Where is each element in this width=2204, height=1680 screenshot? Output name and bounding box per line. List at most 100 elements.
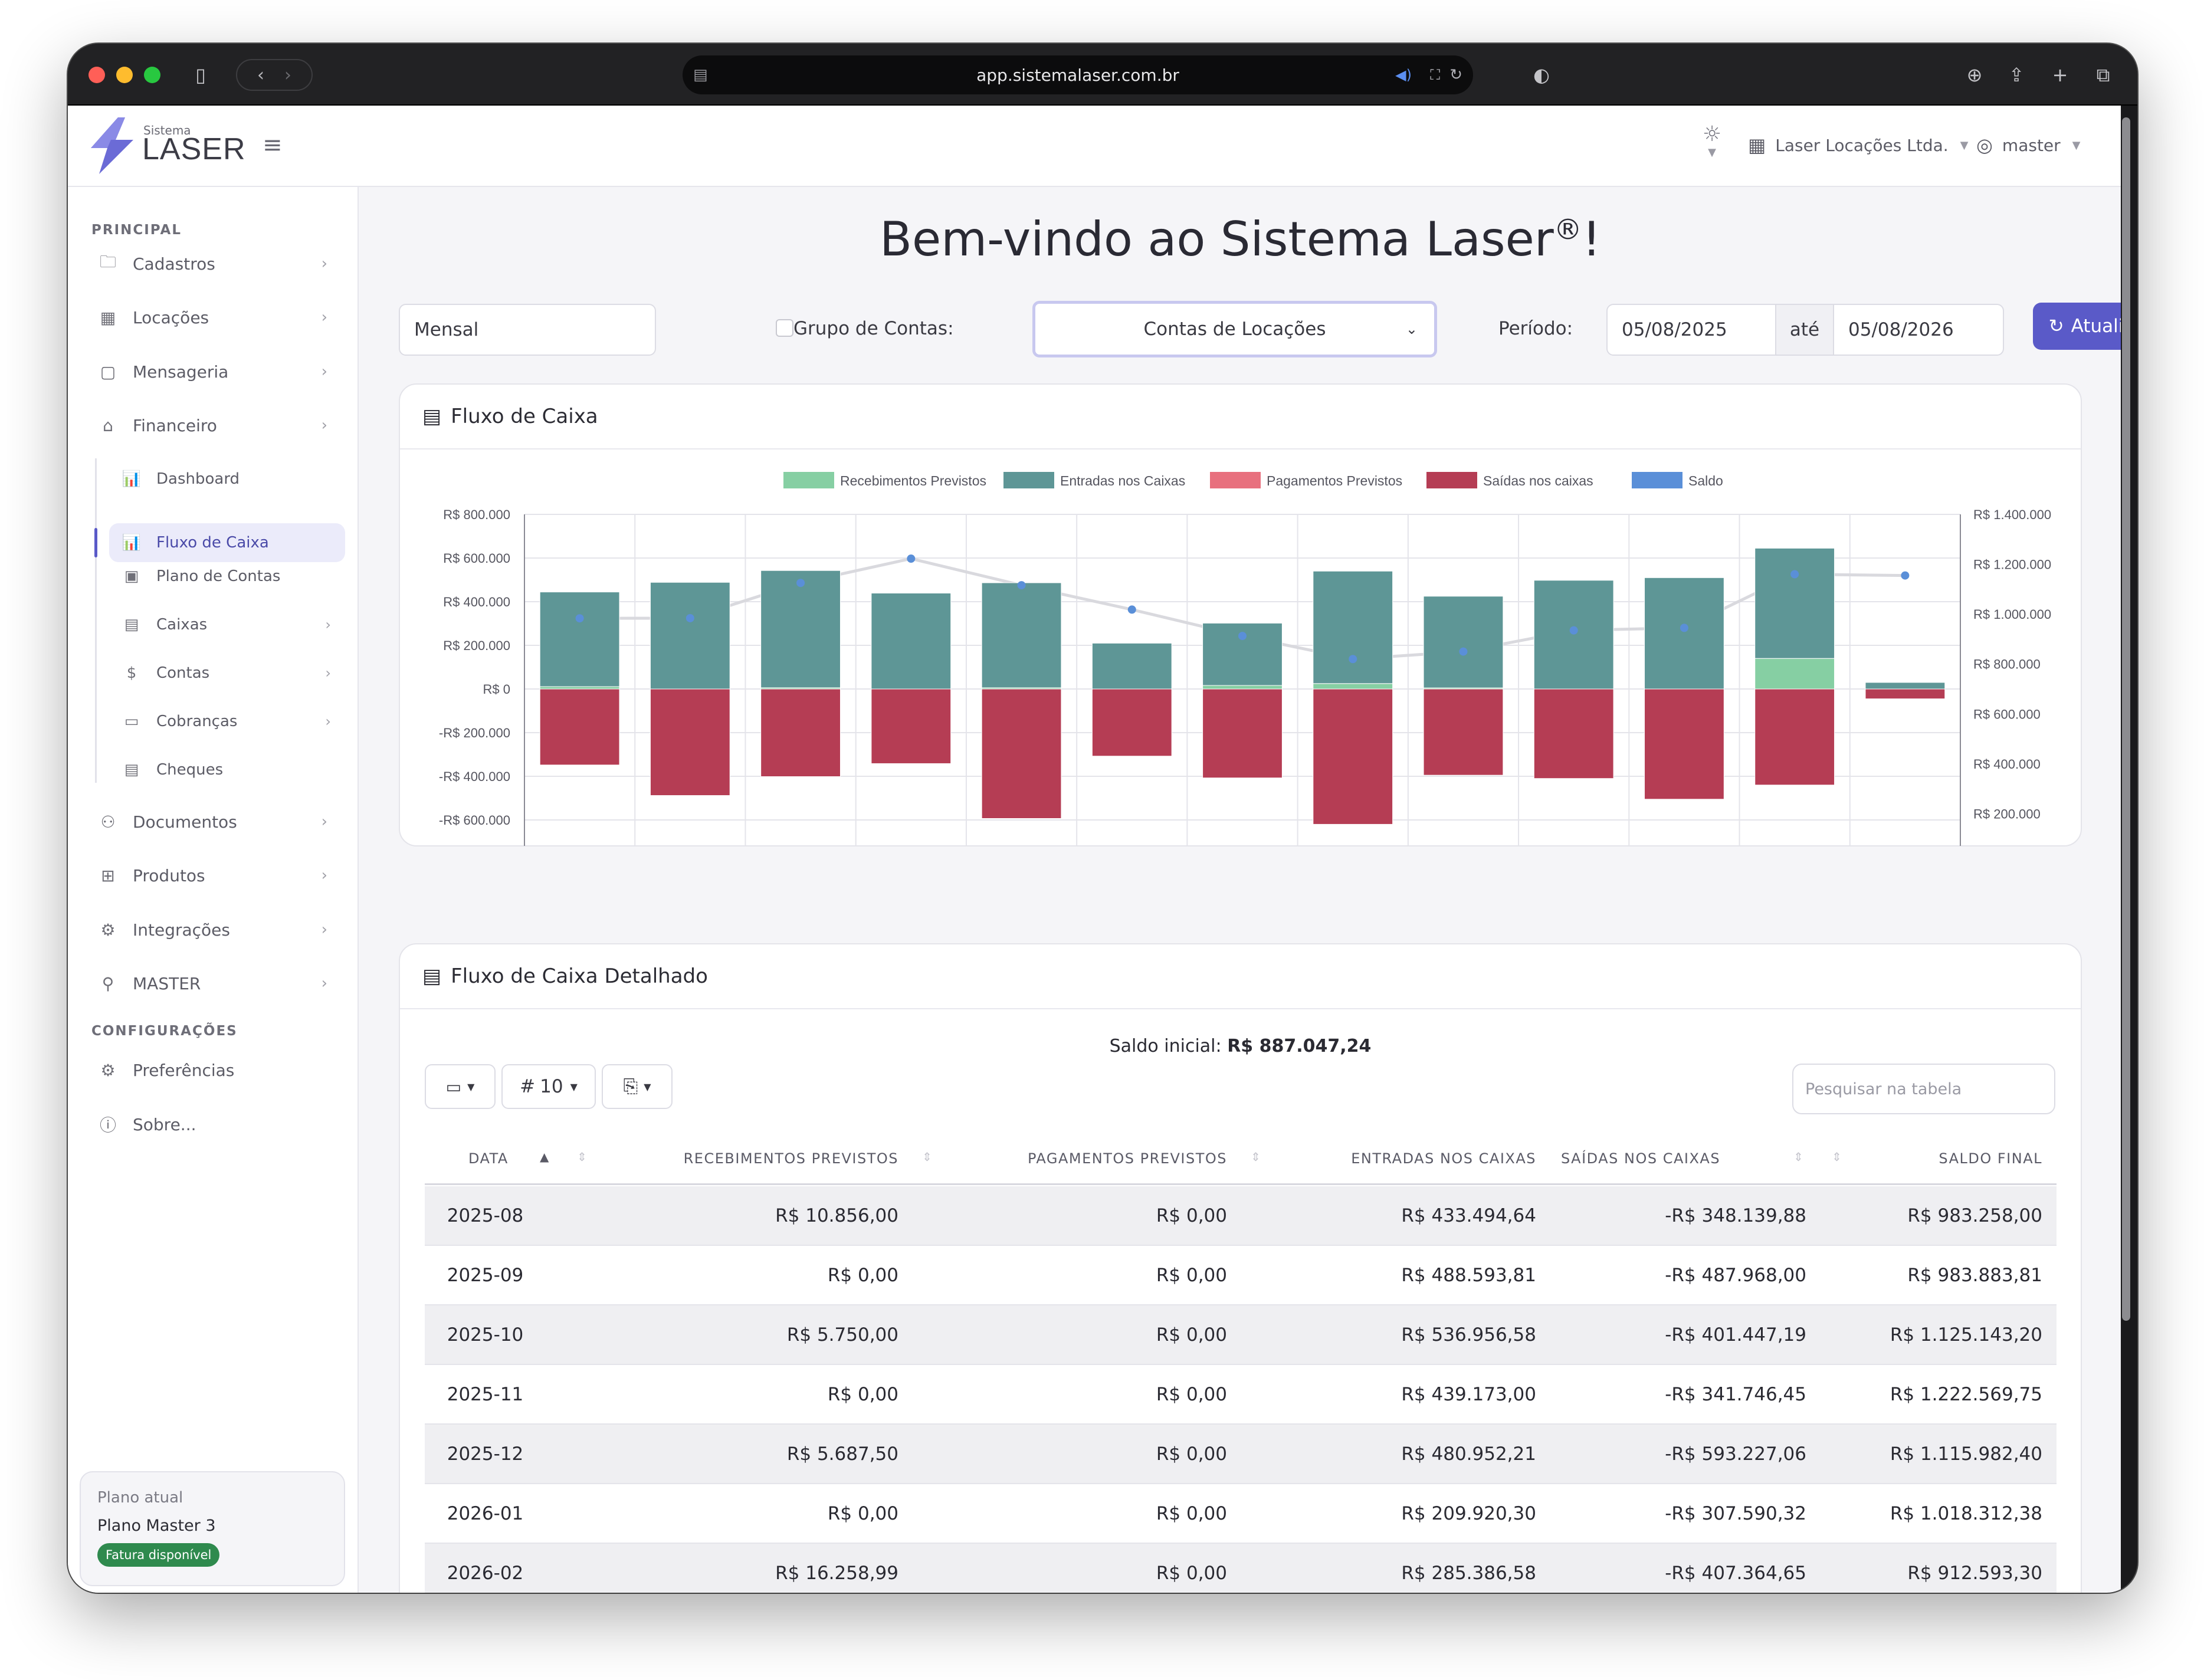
chart-card-title: Fluxo de Caixa bbox=[451, 405, 598, 428]
back-icon[interactable]: ‹ bbox=[257, 64, 264, 86]
table-card-header: ▤ Fluxo de Caixa Detalhado bbox=[400, 944, 2081, 1009]
close-window-button[interactable] bbox=[88, 67, 105, 83]
sidebar-item-mensageria[interactable]: ▢ Mensageria › bbox=[86, 349, 339, 394]
cell-saidas: -R$ 341.746,45 bbox=[1665, 1384, 1806, 1405]
theme-toggle-icon[interactable]: ☼ ▼ bbox=[1702, 122, 1722, 159]
date-from-input[interactable]: 05/08/2025 bbox=[1606, 304, 1776, 356]
sidebar-item-financeiro[interactable]: ⌂ Financeiro › bbox=[86, 403, 339, 448]
cell-recebimentos: R$ 10.856,00 bbox=[775, 1205, 898, 1226]
y-tick-label: R$ 600.000 bbox=[443, 551, 510, 566]
period-label: Período: bbox=[1498, 318, 1573, 339]
col-header-recebimentos[interactable]: RECEBIMENTOS PREVISTOS bbox=[683, 1150, 898, 1167]
menu-toggle-icon[interactable]: ≡ bbox=[263, 132, 283, 159]
page-scrollbar[interactable] bbox=[2122, 117, 2130, 1321]
page-size-select[interactable]: #10 ▼ bbox=[501, 1064, 596, 1109]
search-placeholder: Pesquisar na tabela bbox=[1805, 1079, 1962, 1098]
sort-icon[interactable]: ⇕ bbox=[1251, 1150, 1261, 1164]
cell-entradas: R$ 439.173,00 bbox=[1401, 1384, 1536, 1405]
sort-icon[interactable]: ⇕ bbox=[577, 1150, 587, 1164]
bar-entradas-nos-caixas bbox=[650, 582, 730, 690]
sidebar-item-master[interactable]: ⚲ MASTER › bbox=[86, 961, 339, 1006]
shield-icon[interactable]: ◐ bbox=[1533, 64, 1550, 86]
sort-asc-icon[interactable]: ▲ bbox=[540, 1150, 549, 1164]
new-tab-icon[interactable]: + bbox=[2052, 64, 2068, 86]
col-header-data[interactable]: DATA bbox=[468, 1150, 509, 1167]
col-header-entradas[interactable]: ENTRADAS NOS CAIXAS bbox=[1351, 1150, 1536, 1167]
cell-saidas: -R$ 401.447,19 bbox=[1665, 1324, 1806, 1346]
table-search-input[interactable]: Pesquisar na tabela bbox=[1792, 1064, 2055, 1114]
forward-icon[interactable]: › bbox=[284, 64, 291, 86]
sort-icon[interactable]: ⇕ bbox=[1832, 1150, 1842, 1164]
sidebar-subitem-plano-de-contas[interactable]: ▣ Plano de Contas bbox=[109, 557, 345, 596]
bar-saídas-nos-caixas bbox=[871, 688, 952, 764]
group-checkbox[interactable] bbox=[776, 319, 793, 337]
user-menu[interactable]: ◎ master ▼ bbox=[1976, 129, 2081, 161]
table-row[interactable]: 2025-08 R$ 10.856,00 R$ 0,00 R$ 433.494,64 -… bbox=[425, 1186, 2057, 1246]
sidebar-toggle-icon[interactable]: ▯ bbox=[195, 64, 206, 86]
table-row[interactable]: 2025-10 R$ 5.750,00 R$ 0,00 R$ 536.956,58 -R… bbox=[425, 1305, 2057, 1365]
info-icon: ⓘ bbox=[99, 1115, 116, 1135]
refresh-button[interactable]: ↻ Atualizar bbox=[2033, 303, 2121, 350]
plan-card: Plano atual Plano Master 3 Fatura dispon… bbox=[80, 1471, 345, 1586]
saldo-point bbox=[1459, 647, 1468, 656]
minimize-window-button[interactable] bbox=[116, 67, 133, 83]
audio-icon[interactable]: ◀) bbox=[1395, 67, 1412, 83]
sidebar-item-sobre[interactable]: ⓘ Sobre... bbox=[86, 1102, 339, 1147]
cell-date: 2025-08 bbox=[447, 1205, 524, 1226]
sidebar-item-preferencias[interactable]: ⚙ Preferências bbox=[86, 1048, 339, 1092]
sidebar-subitem-fluxo-de-caixa[interactable]: 📊 Fluxo de Caixa bbox=[109, 523, 345, 562]
y-tick-label: R$ 800.000 bbox=[443, 507, 510, 522]
col-header-saldo-final[interactable]: SALDO FINAL bbox=[1939, 1150, 2042, 1167]
sort-icon[interactable]: ⇕ bbox=[922, 1150, 932, 1164]
col-header-pagamentos[interactable]: PAGAMENTOS PREVISTOS bbox=[1027, 1150, 1227, 1167]
cheque-icon: ▤ bbox=[124, 761, 139, 779]
cell-pagamentos: R$ 0,00 bbox=[1156, 1324, 1227, 1346]
y2-tick-label: R$ 1.400.000 bbox=[1973, 507, 2051, 522]
table-row[interactable]: 2026-02 R$ 16.258,99 R$ 0,00 R$ 285.386,58 -… bbox=[425, 1544, 2057, 1593]
company-selector[interactable]: ▦ Laser Locações Ltda. ▼ bbox=[1748, 129, 1969, 161]
sidebar-item-documentos[interactable]: ⚇ Documentos › bbox=[86, 799, 339, 844]
cell-entradas: R$ 536.956,58 bbox=[1401, 1324, 1536, 1346]
columns-icon: ▭ bbox=[445, 1077, 462, 1097]
sidebar-subitem-contas[interactable]: $ Contas › bbox=[109, 654, 345, 693]
sidebar-item-locacoes[interactable]: ▦ Locações › bbox=[86, 295, 339, 340]
maximize-window-button[interactable] bbox=[144, 67, 160, 83]
sort-icon[interactable]: ⇕ bbox=[1793, 1150, 1803, 1164]
cash-icon: ▤ bbox=[422, 405, 442, 428]
col-header-saidas[interactable]: SAÍDAS NOS CAIXAS bbox=[1561, 1150, 1721, 1167]
table-row[interactable]: 2026-01 R$ 0,00 R$ 0,00 R$ 209.920,30 -R$ 30… bbox=[425, 1484, 2057, 1544]
legend-label: Saldo bbox=[1688, 473, 1723, 488]
chevron-right-icon: › bbox=[325, 665, 331, 681]
sidebar-item-label: Preferências bbox=[133, 1060, 235, 1080]
page-menu-icon[interactable]: ▤ bbox=[693, 66, 708, 84]
address-bar[interactable]: ▤ app.sistemalaser.com.br ◀) ⛶ ↻ bbox=[683, 55, 1473, 94]
export-button[interactable]: ⎘ ▼ bbox=[602, 1064, 673, 1109]
periodicity-value: Mensal bbox=[414, 319, 479, 340]
sidebar-subitem-cobrancas[interactable]: ▭ Cobranças › bbox=[109, 702, 345, 741]
sidebar-item-cadastros[interactable]: 🗀 Cadastros › bbox=[86, 241, 339, 286]
table-row[interactable]: 2025-11 R$ 0,00 R$ 0,00 R$ 439.173,00 -R$ 34… bbox=[425, 1365, 2057, 1425]
sidebar-subitem-cheques[interactable]: ▤ Cheques bbox=[109, 750, 345, 789]
date-separator-text: até bbox=[1789, 319, 1820, 340]
reload-icon[interactable]: ↻ bbox=[1449, 66, 1462, 84]
invoice-badge[interactable]: Fatura disponível bbox=[97, 1543, 220, 1567]
translate-icon[interactable]: ⛶ bbox=[1430, 67, 1440, 83]
bar-saídas-nos-caixas bbox=[539, 688, 620, 766]
sidebar-subitem-dashboard[interactable]: 📊 Dashboard bbox=[109, 460, 345, 498]
bar-entradas-nos-caixas bbox=[1644, 577, 1724, 690]
columns-toggle-button[interactable]: ▭ ▼ bbox=[425, 1064, 496, 1109]
date-to-input[interactable]: 05/08/2026 bbox=[1833, 304, 2004, 356]
sidebar-item-produtos[interactable]: ⊞ Produtos › bbox=[86, 853, 339, 898]
account-group-select[interactable]: Contas de Locações ⌄ bbox=[1032, 301, 1437, 357]
tabs-overview-icon[interactable]: ⧉ bbox=[2096, 64, 2110, 86]
share-icon[interactable]: ⇪ bbox=[2008, 64, 2025, 86]
periodicity-select[interactable]: Mensal bbox=[399, 304, 656, 356]
laser-logo-icon bbox=[91, 117, 133, 174]
sidebar-subitem-caixas[interactable]: ▤ Caixas › bbox=[109, 605, 345, 644]
download-icon[interactable]: ⊕ bbox=[1966, 64, 1983, 86]
table-row[interactable]: 2025-12 R$ 5.687,50 R$ 0,00 R$ 480.952,21 -R… bbox=[425, 1425, 2057, 1484]
y-tick-label: -R$ 200.000 bbox=[439, 726, 510, 740]
sidebar-item-integracoes[interactable]: ⚙ Integrações › bbox=[86, 907, 339, 952]
saldo-point bbox=[575, 614, 584, 623]
table-row[interactable]: 2025-09 R$ 0,00 R$ 0,00 R$ 488.593,81 -R$ 48… bbox=[425, 1246, 2057, 1305]
